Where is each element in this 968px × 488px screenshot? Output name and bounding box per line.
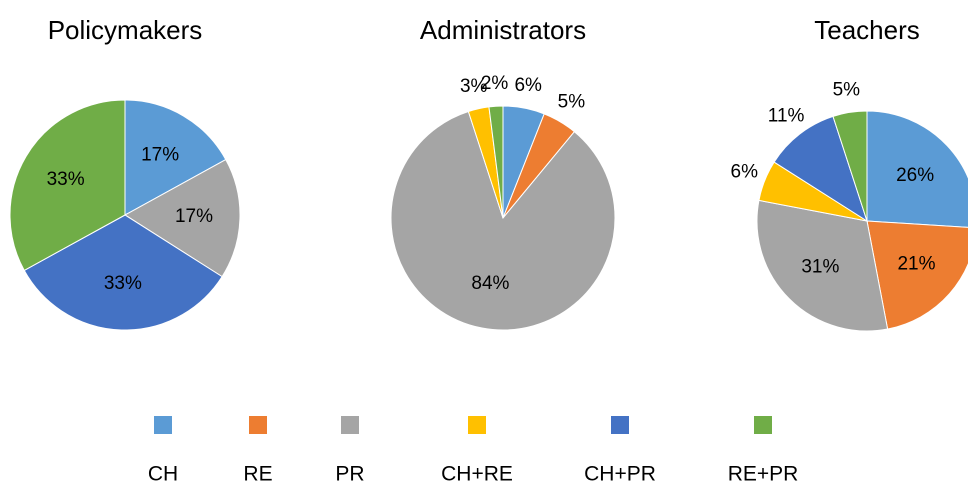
data-label: 84% [471, 273, 509, 294]
legend-swatch [154, 416, 172, 434]
data-label: 33% [104, 273, 142, 294]
data-label: 5% [833, 80, 861, 101]
data-label: 3% [460, 76, 488, 97]
legend-swatch [341, 416, 359, 434]
data-label: 17% [175, 206, 213, 227]
data-label: 5% [558, 91, 586, 112]
legend-label: RE [243, 463, 272, 486]
legend-label: CH+PR [584, 463, 656, 486]
pie-slice [866, 110, 968, 228]
data-label: 2% [481, 73, 509, 94]
legend-label: CH+RE [441, 463, 513, 486]
data-label: 26% [896, 165, 934, 186]
pie-slice [488, 105, 504, 219]
legend-swatch [754, 416, 772, 434]
legend-label: CH [148, 463, 178, 486]
legend-swatch [611, 416, 629, 434]
data-label: 31% [801, 257, 839, 278]
chart-title: Policymakers [48, 15, 203, 45]
pie-slice [832, 110, 868, 222]
pie-slice [390, 110, 616, 331]
chart-title: Teachers [814, 15, 920, 45]
data-label: 17% [141, 145, 179, 166]
pie-slice [124, 99, 227, 216]
data-label: 33% [47, 169, 85, 190]
data-label: 11% [768, 106, 805, 127]
pie-slice [124, 158, 241, 278]
pie-slice [773, 115, 868, 223]
legend-swatch [249, 416, 267, 434]
data-label: 21% [897, 254, 935, 275]
pie-slice [866, 220, 968, 330]
pie-slice [756, 199, 889, 332]
pie-slice [9, 99, 126, 272]
legend-label: RE+PR [728, 463, 799, 486]
data-label: 6% [514, 75, 542, 96]
chart-title: Administrators [420, 15, 586, 45]
legend-label: PR [335, 463, 364, 486]
legend-swatch [468, 416, 486, 434]
data-label: 6% [731, 161, 759, 182]
